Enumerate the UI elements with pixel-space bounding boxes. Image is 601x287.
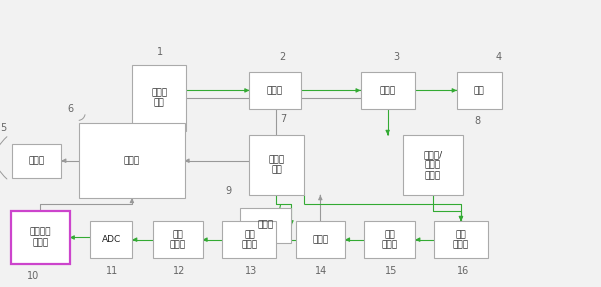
- FancyBboxPatch shape: [296, 221, 345, 258]
- Text: 7: 7: [281, 114, 287, 124]
- Text: 放大器: 放大器: [267, 86, 283, 95]
- Text: 功分器: 功分器: [313, 235, 328, 244]
- FancyBboxPatch shape: [403, 135, 463, 195]
- FancyBboxPatch shape: [364, 221, 415, 258]
- Text: 滤波器/
低噪声
放大器: 滤波器/ 低噪声 放大器: [423, 150, 442, 180]
- Text: 放大器: 放大器: [258, 221, 274, 230]
- Text: 4: 4: [496, 53, 502, 62]
- FancyArrowPatch shape: [79, 115, 85, 120]
- FancyBboxPatch shape: [434, 221, 488, 258]
- Text: 带通
滤波器: 带通 滤波器: [170, 230, 186, 249]
- Text: 10: 10: [27, 271, 39, 281]
- Text: 12: 12: [173, 266, 185, 276]
- FancyBboxPatch shape: [249, 72, 300, 109]
- Text: 环形器: 环形器: [380, 86, 395, 95]
- Text: 11: 11: [106, 266, 118, 276]
- FancyBboxPatch shape: [222, 221, 276, 258]
- Text: 5: 5: [0, 123, 6, 133]
- Text: 数字信号
处理器: 数字信号 处理器: [29, 228, 51, 247]
- FancyBboxPatch shape: [240, 208, 291, 243]
- Text: 显示器: 显示器: [29, 156, 44, 165]
- Text: 控制器: 控制器: [124, 156, 140, 165]
- Text: 二相调
制器: 二相调 制器: [151, 88, 167, 107]
- Text: 第二
混频器: 第二 混频器: [242, 230, 257, 249]
- Text: 14: 14: [316, 266, 328, 276]
- FancyBboxPatch shape: [153, 221, 203, 258]
- Text: 3: 3: [394, 53, 400, 62]
- FancyBboxPatch shape: [457, 72, 502, 109]
- Text: 16: 16: [457, 266, 469, 276]
- Text: 第一
混频器: 第一 混频器: [453, 230, 469, 249]
- FancyBboxPatch shape: [79, 123, 185, 198]
- FancyBboxPatch shape: [249, 135, 304, 195]
- Text: 9: 9: [225, 186, 231, 196]
- FancyBboxPatch shape: [90, 221, 132, 258]
- Text: 8: 8: [475, 116, 481, 125]
- Text: ADC: ADC: [102, 235, 121, 244]
- FancyBboxPatch shape: [12, 144, 61, 178]
- FancyBboxPatch shape: [132, 65, 186, 131]
- Text: 天线: 天线: [474, 86, 484, 95]
- Text: 频率综
合器: 频率综 合器: [269, 155, 284, 175]
- Text: 2: 2: [279, 53, 285, 62]
- Text: 15: 15: [385, 266, 397, 276]
- FancyArrowPatch shape: [0, 137, 7, 179]
- Text: 13: 13: [245, 266, 257, 276]
- FancyBboxPatch shape: [361, 72, 415, 109]
- Text: 6: 6: [68, 104, 74, 114]
- FancyBboxPatch shape: [11, 211, 70, 264]
- FancyArrowPatch shape: [263, 205, 281, 218]
- Text: 1: 1: [157, 47, 163, 57]
- Text: 第一
滤波器: 第一 滤波器: [382, 230, 398, 249]
